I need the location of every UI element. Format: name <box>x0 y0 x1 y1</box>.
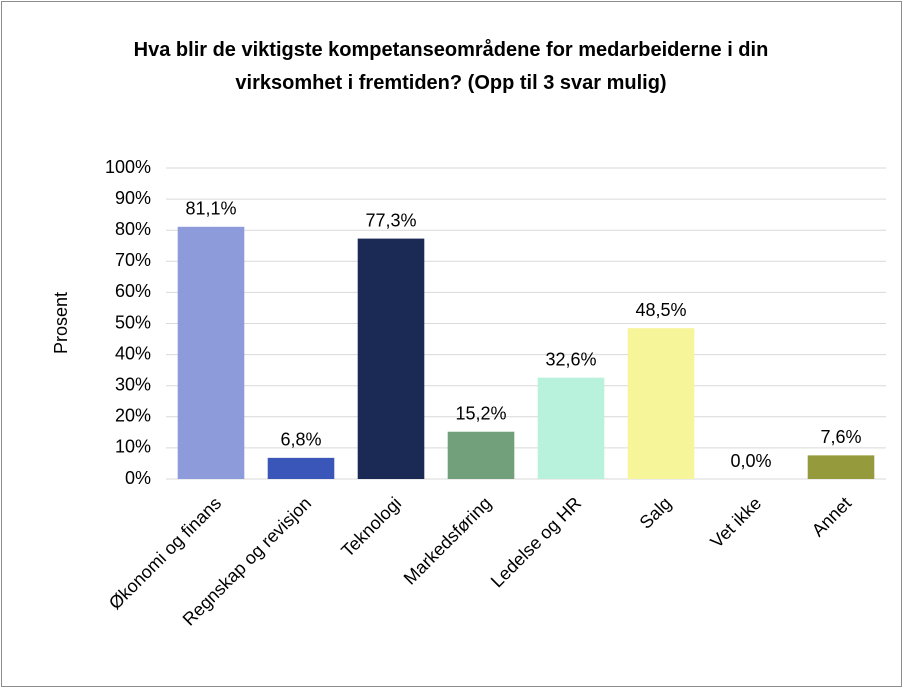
bar <box>177 226 245 479</box>
x-tick-label: Teknologi <box>337 493 405 561</box>
bar <box>447 431 515 479</box>
y-tick-label: 70% <box>115 250 151 270</box>
value-label: 81,1% <box>185 199 236 219</box>
chart-title: Hva blir de viktigste kompetanseområdene… <box>133 39 769 94</box>
y-tick-label: 60% <box>115 281 151 301</box>
y-axis-label: Prosent <box>51 292 71 354</box>
y-tick-label: 30% <box>115 374 151 394</box>
x-tick-label: Salg <box>636 493 676 533</box>
value-label: 0,0% <box>730 451 771 471</box>
y-tick-label: 50% <box>115 312 151 332</box>
value-label: 6,8% <box>280 430 321 450</box>
y-tick-label: 0% <box>125 468 151 488</box>
value-label: 7,6% <box>820 427 861 447</box>
value-label: 15,2% <box>455 403 506 423</box>
y-tick-label: 10% <box>115 437 151 457</box>
bar <box>627 328 695 479</box>
y-tick-label: 100% <box>105 157 151 177</box>
y-tick-label: 40% <box>115 343 151 363</box>
x-tick-label: Markedsføring <box>400 493 495 588</box>
bar <box>537 377 605 479</box>
bar <box>267 457 335 479</box>
x-tick-label: Annet <box>808 493 855 540</box>
x-tick-label: Vet ikke <box>706 493 765 552</box>
value-label: 48,5% <box>635 300 686 320</box>
value-label: 77,3% <box>365 210 416 230</box>
value-label: 32,6% <box>545 349 596 369</box>
y-tick-label: 80% <box>115 219 151 239</box>
x-tick-label: Ledelse og HR <box>487 493 585 591</box>
bar <box>807 455 875 479</box>
y-tick-label: 90% <box>115 188 151 208</box>
y-tick-label: 20% <box>115 406 151 426</box>
bar <box>357 238 425 479</box>
